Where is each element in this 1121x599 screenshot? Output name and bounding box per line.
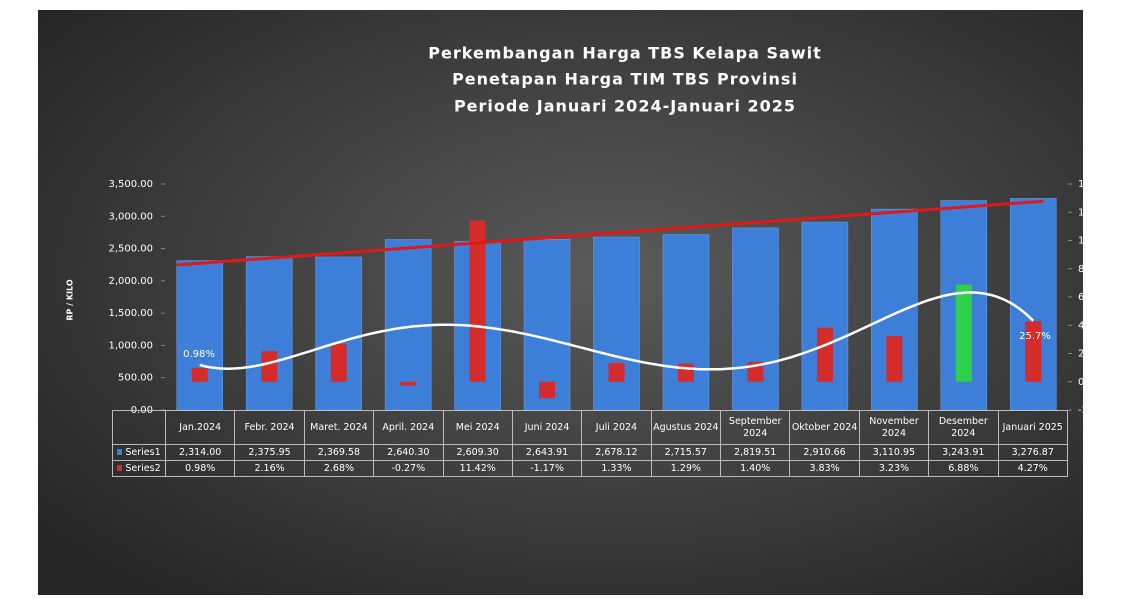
value-cell: 3.23% — [858, 460, 930, 477]
y-tick-label: 2,000.00 — [108, 276, 153, 287]
bar — [245, 256, 293, 411]
legend-swatch — [117, 448, 123, 455]
y2-tick-label: 8.00% — [1078, 264, 1110, 275]
category-cell: Oktober 2024 — [789, 410, 860, 445]
bar — [400, 381, 417, 386]
value-cell: 2,819.51 — [719, 444, 791, 461]
y2-tick-label: 10.00% — [1078, 236, 1116, 247]
legend-entry: Series1 — [112, 444, 166, 461]
trendline — [176, 199, 1044, 267]
category-cell: April. 2024 — [373, 410, 444, 445]
value-cell: 4.27% — [997, 460, 1068, 477]
bar — [593, 236, 640, 411]
value-cell: 2,678.12 — [581, 444, 652, 461]
value-cell: 2.68% — [303, 460, 375, 477]
value-cell: 2,609.30 — [442, 444, 513, 461]
category-cell: Agustus 2024 — [650, 410, 722, 445]
value-cell: 3,110.95 — [858, 444, 930, 461]
bar — [315, 256, 362, 411]
value-cell: 2,910.66 — [789, 444, 860, 461]
category-cell: September 2024 — [719, 410, 791, 445]
bar — [677, 363, 694, 382]
category-cell: Juli 2024 — [581, 410, 652, 445]
legend-entry: Series2 — [112, 460, 166, 477]
y-tick-label: 500.00 — [118, 373, 153, 384]
value-cell: 2.16% — [234, 460, 305, 477]
y2-tick-label: 12.00% — [1078, 207, 1116, 218]
legend-swatch — [117, 464, 123, 471]
value-cell: 2,369.58 — [303, 444, 375, 461]
bar — [523, 239, 571, 411]
category-cell: Febr. 2024 — [234, 410, 305, 445]
value-cell: 0.98% — [164, 460, 236, 477]
corner — [112, 410, 166, 445]
value-cell: 2,314.00 — [164, 444, 236, 461]
bar — [1025, 321, 1042, 382]
data-table: Jan.2024 Febr. 2024 Maret. 2024 April. 2024… — [112, 410, 1068, 477]
value-cell: 1.33% — [581, 460, 652, 477]
value-cell: 2,643.91 — [511, 444, 583, 461]
value-cell: 2,715.57 — [650, 444, 722, 461]
bar — [191, 367, 208, 382]
y2-tick-label: 4.00% — [1078, 320, 1110, 331]
y-axis-label: RP / KILO — [66, 279, 75, 321]
value-cell: 1.29% — [650, 460, 722, 477]
bar — [886, 336, 903, 382]
chart-title: Periode Januari 2024-Januari 2025 — [454, 97, 796, 116]
bar — [330, 343, 347, 382]
y-tick-label: 3,500.00 — [108, 179, 153, 190]
y-tick-label: 1,500.00 — [108, 308, 153, 319]
bar — [176, 260, 223, 411]
value-cell: 6.88% — [928, 460, 999, 477]
value-cell: 1.40% — [719, 460, 791, 477]
y2-tick-label: 6.00% — [1078, 292, 1110, 303]
bar — [662, 234, 710, 411]
annotation: 0.98% — [183, 349, 215, 360]
value-cell: 11.42% — [442, 460, 513, 477]
legend-label: Series1 — [125, 446, 161, 458]
bar — [816, 327, 833, 382]
category-cell: Maret. 2024 — [303, 410, 375, 445]
value-cell: 3,243.91 — [928, 444, 999, 461]
value-cell: -1.17% — [511, 460, 583, 477]
bar — [469, 220, 486, 382]
y2-tick-label: 14.00% — [1078, 179, 1116, 190]
value-cell: 2,640.30 — [373, 444, 444, 461]
chart-title: Penetapan Harga TIM TBS Provinsi — [452, 70, 798, 89]
y2-tick-label: 0.00% — [1078, 377, 1110, 388]
y-tick-label: 1,000.00 — [108, 340, 153, 351]
y-tick-label: 3,000.00 — [108, 211, 153, 222]
category-cell: Desember 2024 — [928, 410, 999, 445]
y-tick-label: 2,500.00 — [108, 244, 153, 255]
legend-label: Series2 — [125, 462, 161, 474]
chart-title: Perkembangan Harga TBS Kelapa Sawit — [428, 44, 821, 63]
category-cell: Juni 2024 — [511, 410, 583, 445]
poly-trendline — [199, 291, 1035, 371]
category-cell: Jan.2024 — [164, 410, 236, 445]
value-cell: 3,276.87 — [997, 444, 1068, 461]
category-cell: Mei 2024 — [442, 410, 513, 445]
y2-tick-label: 2.00% — [1078, 349, 1110, 360]
value-cell: 3.83% — [789, 460, 860, 477]
y2-tick-label: -2.00% — [1078, 405, 1113, 416]
bar — [539, 381, 556, 399]
value-cell: -0.27% — [373, 460, 444, 477]
annotation: 25.7% — [1019, 331, 1051, 342]
category-cell: Januari 2025 — [997, 410, 1068, 445]
bar — [955, 284, 972, 382]
category-cell: November 2024 — [858, 410, 930, 445]
bar — [801, 221, 849, 411]
bar — [732, 227, 779, 411]
bar — [261, 351, 278, 382]
value-cell: 2,375.95 — [234, 444, 305, 461]
bar — [608, 362, 625, 382]
